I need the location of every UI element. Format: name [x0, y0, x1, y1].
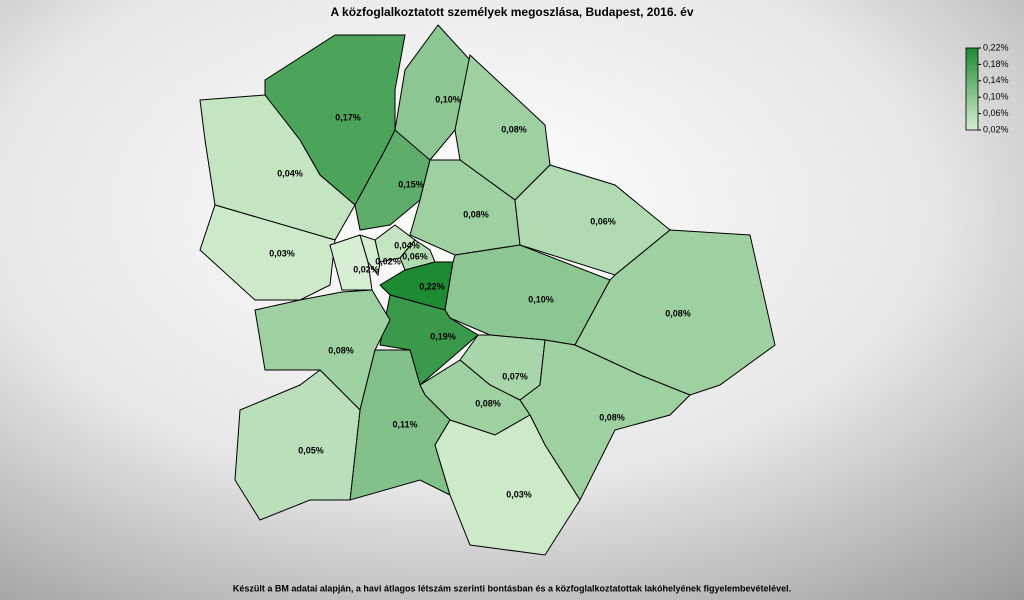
district-label: 0,08%	[501, 124, 527, 134]
district-label: 0,04%	[277, 168, 303, 178]
district-label: 0,05%	[298, 445, 324, 455]
district	[434, 414, 581, 556]
legend-tick-label: 0,06%	[983, 108, 1009, 118]
district	[574, 229, 776, 396]
legend-tick-label: 0,18%	[983, 59, 1009, 69]
legend-tick-label: 0,02%	[983, 124, 1009, 134]
district	[519, 339, 691, 502]
district	[254, 289, 391, 411]
district-label: 0,06%	[402, 251, 428, 261]
district	[379, 294, 479, 386]
district-label: 0,08%	[328, 345, 354, 355]
district-label: 0,06%	[590, 216, 616, 226]
legend-tick-label: 0,14%	[983, 75, 1009, 85]
district-label: 0,02%	[375, 256, 401, 266]
district-label: 0,02%	[353, 264, 379, 274]
district-label: 0,03%	[506, 489, 532, 499]
legend-tick-label: 0,10%	[983, 92, 1009, 102]
legend-scale	[965, 47, 979, 131]
district-label: 0,08%	[665, 308, 691, 318]
district	[359, 234, 381, 277]
district	[234, 369, 361, 521]
regions	[199, 24, 776, 556]
district-label: 0,22%	[419, 281, 445, 291]
legend: 0,22% 0,18% 0,14% 0,10% 0,06% 0,02%	[978, 42, 1009, 134]
district	[329, 234, 373, 291]
district-label: 0,10%	[528, 294, 554, 304]
district	[199, 94, 356, 241]
district-label: 0,11%	[392, 419, 417, 429]
district	[399, 239, 436, 271]
legend-tick-label: 0,22%	[983, 42, 1009, 52]
district-label: 0,15%	[398, 179, 424, 189]
footnote: Készült a BM adatai alapján, a havi átla…	[233, 583, 791, 593]
district-label: 0,17%	[335, 112, 361, 122]
district-label: 0,03%	[269, 248, 295, 258]
district-label: 0,04%	[394, 240, 420, 250]
district-label: 0,08%	[599, 412, 625, 422]
map-title: A közfoglalkoztatott személyek megoszlás…	[330, 5, 693, 19]
district-label: 0,07%	[502, 371, 528, 381]
district-label: 0,08%	[475, 398, 501, 408]
region-labels: 0,17% 0,10% 0,08% 0,15% 0,04% 0,08% 0,06% 0,03%…	[269, 94, 691, 499]
district-label: 0,10%	[435, 94, 461, 104]
district-label: 0,08%	[463, 209, 489, 219]
district-label: 0,19%	[430, 331, 456, 341]
